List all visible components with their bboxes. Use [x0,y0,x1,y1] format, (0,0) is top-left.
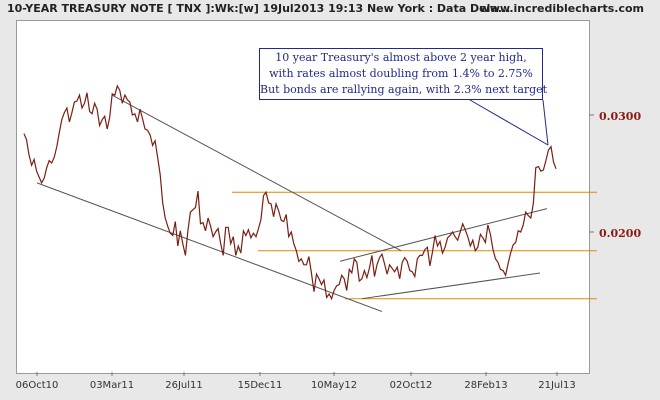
annotation-line-2: with rates almost doubling from 1.4% to … [269,67,533,80]
trend-line [339,208,548,262]
x-tick-label: 26Jul11 [165,380,203,391]
x-tick-label: 02Oct12 [389,380,433,391]
y-tick-label: 0.0200 [599,227,642,240]
chart-title: 10-YEAR TREASURY NOTE [ TNX ]:Wk:[w] 19J… [7,2,511,15]
x-tick-label: 10May12 [310,380,358,391]
x-tick-label: 03Mar11 [89,380,135,391]
trend-line [361,272,541,300]
price-series-line [23,84,557,301]
annotation-callout: 10 year Treasury's almost above 2 year h… [259,48,548,100]
site-url[interactable]: www.incrediblecharts.com [479,2,644,15]
annotation-line-1: 10 year Treasury's almost above 2 year h… [275,51,527,64]
callout-pointer [469,99,549,146]
y-tick-label: 0.0300 [599,110,642,123]
x-tick-label: 21Jul13 [538,380,576,391]
trend-line [111,94,402,252]
trend-line [36,182,383,313]
annotation-line-3: But bonds are rallying again, with 2.3% … [260,83,548,96]
x-tick-label: 15Dec11 [237,380,283,391]
x-tick-label: 28Feb13 [464,380,508,391]
x-tick-label: 06Oct10 [15,380,59,391]
callout-pointer [542,99,549,146]
